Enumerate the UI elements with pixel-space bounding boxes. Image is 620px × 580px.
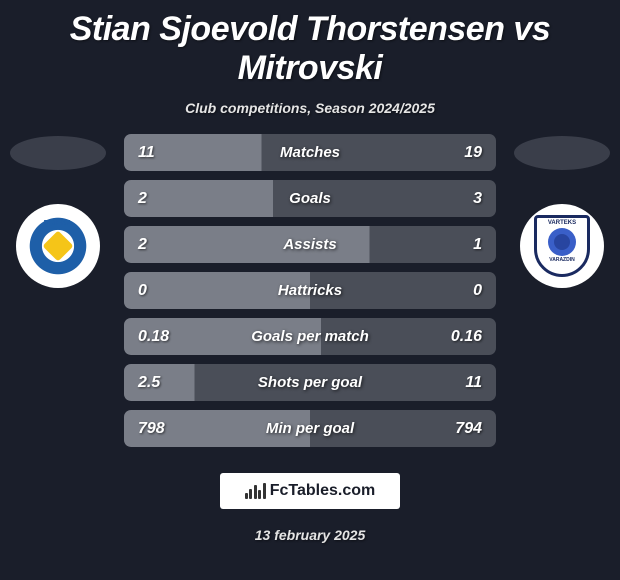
stat-left-value: 0 bbox=[138, 282, 178, 300]
page-title: Stian Sjoevold Thorstensen vs Mitrovski bbox=[0, 0, 620, 96]
stat-right-value: 0.16 bbox=[442, 328, 482, 346]
stat-left-value: 2.5 bbox=[138, 374, 178, 392]
stat-row-hattricks: 0 Hattricks 0 bbox=[124, 272, 496, 309]
stat-label: Goals per match bbox=[251, 328, 369, 345]
stat-label: Shots per goal bbox=[258, 374, 362, 391]
left-ellipse-placeholder bbox=[10, 136, 106, 170]
brand-logo: FcTables.com bbox=[220, 473, 400, 509]
stat-label: Hattricks bbox=[278, 282, 342, 299]
stat-row-min-per-goal: 798 Min per goal 794 bbox=[124, 410, 496, 447]
stat-row-matches: 11 Matches 19 bbox=[124, 134, 496, 171]
stat-row-goals: 2 Goals 3 bbox=[124, 180, 496, 217]
right-ellipse-placeholder bbox=[514, 136, 610, 170]
stat-label: Goals bbox=[289, 190, 331, 207]
stat-row-goals-per-match: 0.18 Goals per match 0.16 bbox=[124, 318, 496, 355]
stat-left-value: 0.18 bbox=[138, 328, 178, 346]
page-subtitle: Club competitions, Season 2024/2025 bbox=[0, 96, 620, 134]
stat-right-value: 794 bbox=[442, 420, 482, 438]
left-team-logo: RIJEKA bbox=[16, 204, 100, 288]
bars-icon bbox=[245, 483, 266, 499]
stat-label: Min per goal bbox=[266, 420, 354, 437]
stat-right-value: 19 bbox=[442, 144, 482, 162]
stat-label: Matches bbox=[280, 144, 340, 161]
rijeka-logo-icon: RIJEKA bbox=[26, 214, 90, 278]
stat-row-assists: 2 Assists 1 bbox=[124, 226, 496, 263]
rijeka-logo-label: RIJEKA bbox=[44, 220, 73, 227]
stat-row-shots-per-goal: 2.5 Shots per goal 11 bbox=[124, 364, 496, 401]
brand-text: FcTables.com bbox=[270, 482, 376, 500]
comparison-content: RIJEKA 11 Matches 19 2 Goals 3 2 Assists… bbox=[0, 134, 620, 447]
stat-right-value: 11 bbox=[442, 374, 482, 392]
right-team-col: VARTEKS VARAZDIN bbox=[514, 134, 610, 288]
stat-label: Assists bbox=[283, 236, 336, 253]
varteks-logo-icon: VARTEKS VARAZDIN bbox=[530, 214, 594, 278]
footer-date: 13 february 2025 bbox=[0, 527, 620, 543]
stat-right-value: 0 bbox=[442, 282, 482, 300]
stat-right-value: 3 bbox=[442, 190, 482, 208]
varteks-logo-label-top: VARTEKS bbox=[548, 220, 576, 226]
stat-left-value: 11 bbox=[138, 144, 178, 162]
stat-left-value: 2 bbox=[138, 236, 178, 254]
stats-column: 11 Matches 19 2 Goals 3 2 Assists 1 0 Ha… bbox=[124, 134, 496, 447]
varteks-logo-label-bottom: VARAZDIN bbox=[549, 257, 574, 263]
stat-right-value: 1 bbox=[442, 236, 482, 254]
right-team-logo: VARTEKS VARAZDIN bbox=[520, 204, 604, 288]
left-team-col: RIJEKA bbox=[10, 134, 106, 288]
stat-left-value: 2 bbox=[138, 190, 178, 208]
stat-left-value: 798 bbox=[138, 420, 178, 438]
